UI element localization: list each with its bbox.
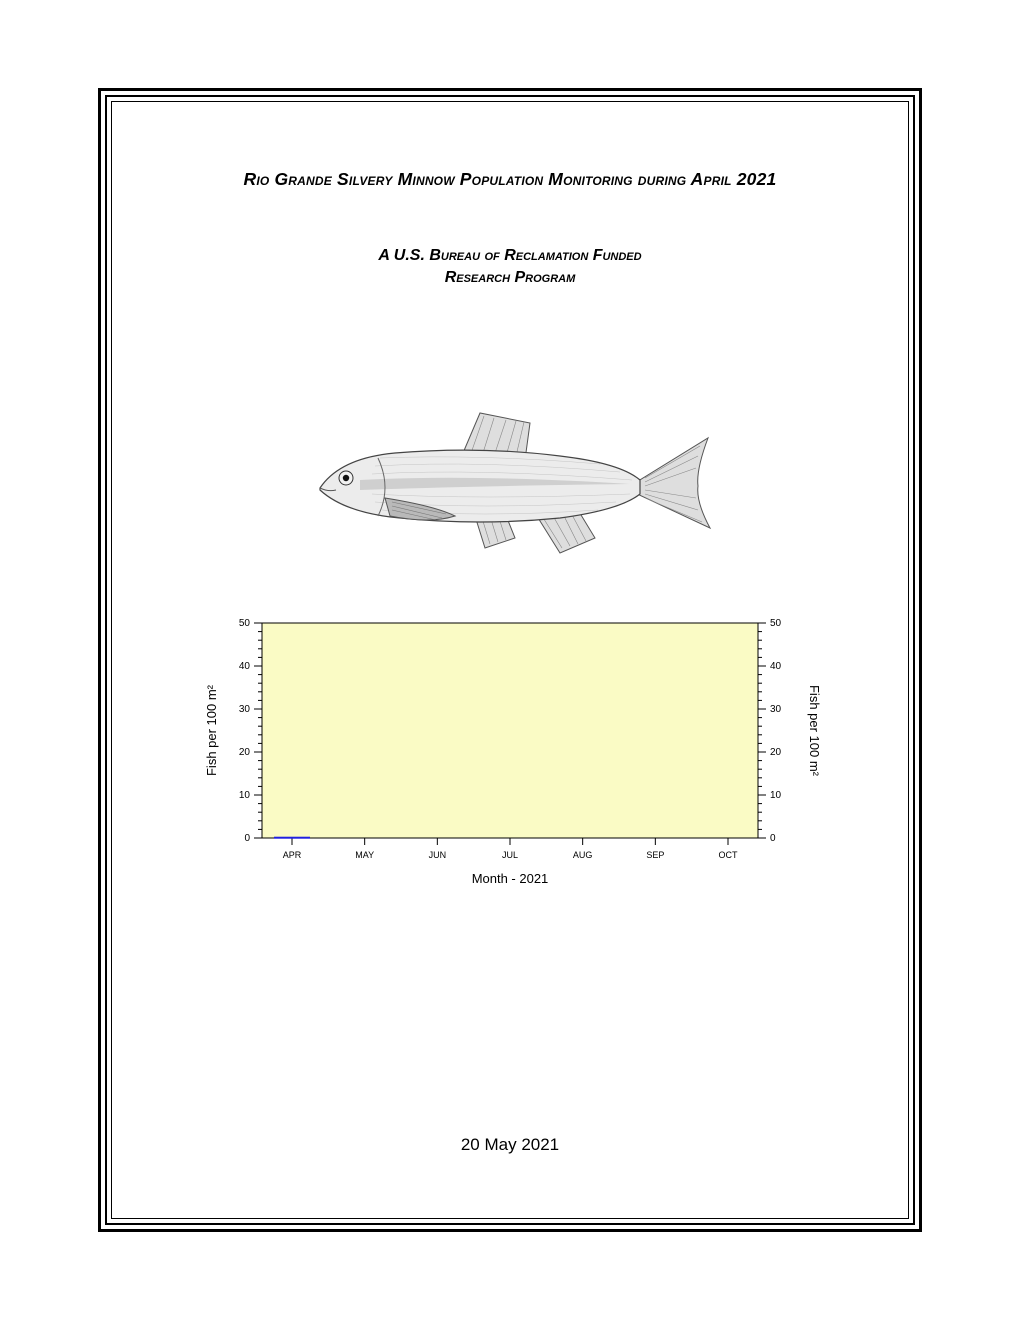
svg-text:40: 40	[770, 661, 782, 672]
svg-text:10: 10	[239, 790, 251, 801]
fish-svg	[300, 398, 720, 578]
svg-text:20: 20	[239, 747, 251, 758]
svg-text:40: 40	[239, 661, 251, 672]
subtitle-line2: Research Program	[445, 269, 576, 286]
chart-svg: 0 0 10 10 20 20 30 30 40 40 50 50 APR MAY JUN JUL AUG SEP…	[200, 613, 820, 893]
main-title: Rio Grande Silvery Minnow Population Mon…	[115, 169, 905, 190]
fish-illustration	[115, 398, 905, 583]
svg-text:10: 10	[770, 790, 782, 801]
svg-text:Fish per 100 m²: Fish per 100 m²	[807, 685, 820, 777]
svg-text:MAY: MAY	[355, 850, 374, 860]
svg-text:JUN: JUN	[429, 850, 447, 860]
svg-text:30: 30	[770, 704, 782, 715]
svg-text:JUL: JUL	[502, 850, 518, 860]
subtitle-line1: A U.S. Bureau of Reclamation Funded	[378, 247, 641, 264]
report-date: 20 May 2021	[115, 1135, 905, 1155]
svg-text:Fish per 100 m²: Fish per 100 m²	[204, 685, 219, 777]
svg-text:Month - 2021: Month - 2021	[472, 871, 549, 886]
svg-text:AUG: AUG	[573, 850, 593, 860]
svg-text:OCT: OCT	[719, 850, 739, 860]
svg-text:0: 0	[770, 833, 776, 844]
svg-text:APR: APR	[283, 850, 302, 860]
svg-text:SEP: SEP	[646, 850, 664, 860]
svg-text:50: 50	[239, 618, 251, 629]
page: Rio Grande Silvery Minnow Population Mon…	[0, 0, 1020, 1320]
svg-text:0: 0	[244, 833, 250, 844]
svg-text:20: 20	[770, 747, 782, 758]
subtitle: A U.S. Bureau of Reclamation Funded Rese…	[115, 245, 905, 288]
svg-text:50: 50	[770, 618, 782, 629]
svg-text:30: 30	[239, 704, 251, 715]
population-chart: 0 0 10 10 20 20 30 30 40 40 50 50 APR MAY JUN JUL AUG SEP…	[200, 613, 820, 893]
content-area: Rio Grande Silvery Minnow Population Mon…	[115, 105, 905, 1215]
